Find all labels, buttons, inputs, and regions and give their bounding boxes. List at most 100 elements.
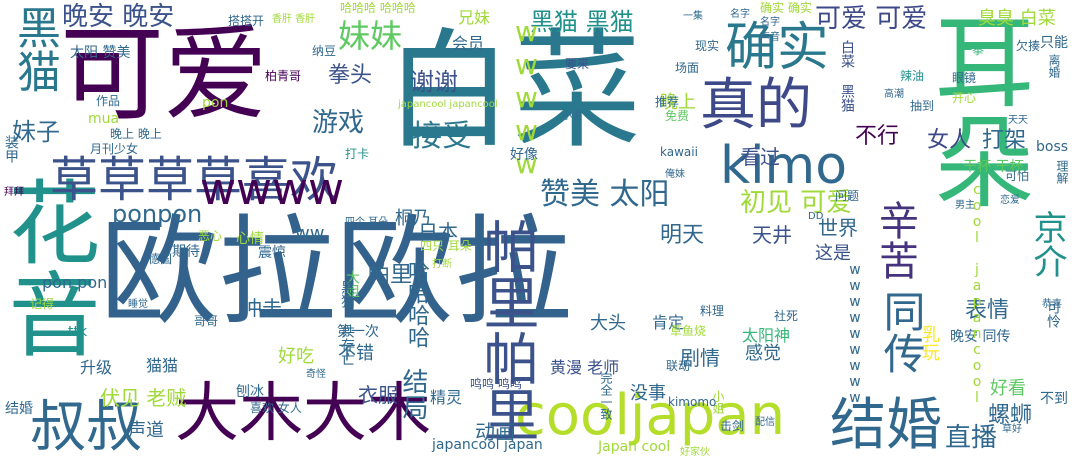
cloud-word: 打架 (982, 128, 1027, 153)
cloud-word: 黄漫 老师 (550, 358, 620, 377)
cloud-word: 鸣鸣 鸣鸣 (470, 377, 522, 391)
cloud-word: 螺蛳 (988, 403, 1033, 428)
cloud-word: 名字 (760, 17, 780, 28)
cloud-word: 奇怪 (306, 369, 326, 380)
cloud-word: 天井 (752, 223, 792, 247)
cloud-word: japancool japancool (398, 99, 498, 110)
cloud-word: 刨冰 (236, 384, 264, 400)
cloud-word: 女人 (927, 128, 972, 153)
cloud-word: 大姐 (344, 270, 360, 298)
cloud-word: 感觉 (745, 343, 781, 364)
cloud-word: ponpon (112, 200, 203, 228)
cloud-word: 只能 (1040, 35, 1068, 51)
cloud-word: 不错 (338, 343, 374, 364)
cloud-word: 欠揍 (1016, 39, 1041, 53)
cloud-word: 直播 (945, 423, 998, 453)
cloud-word: 肯定 (652, 313, 685, 332)
cloud-word: 社死 (774, 309, 799, 323)
cloud-word: 没事 (630, 383, 666, 404)
cloud-word: 可爱 (60, 13, 269, 135)
cloud-word: 初见 可爱 (740, 188, 853, 218)
cloud-word: 欧拉欧拉 (100, 203, 573, 341)
cloud-word: 确实 确实 (760, 1, 812, 15)
cloud-word: 小姐 (711, 390, 725, 414)
cloud-word: 眼镜 (952, 71, 977, 85)
cloud-word: 完全一致 (599, 372, 613, 420)
cloud-word: 妹妹 (338, 17, 403, 55)
cloud-word: 恭喜 (1042, 299, 1062, 310)
cloud-word: pon pon (42, 273, 108, 292)
cloud-word: 抽到 (910, 99, 935, 113)
cloud-word: 草鱼烧 (670, 324, 707, 338)
cloud-word: 真的 (700, 73, 812, 138)
cloud-word: 击剑 (720, 419, 745, 433)
cloud-word: 晚上 晚上 (110, 127, 162, 141)
cloud-word: 男主 (955, 200, 975, 211)
cloud-word: 大头 (590, 313, 626, 334)
cloud-word: 联动 (666, 359, 691, 373)
cloud-word: 看过 (740, 145, 780, 169)
cloud-word: 乳玩 (919, 325, 940, 361)
cloud-word: 晚上 (660, 92, 696, 113)
cloud-word: 同传 (877, 290, 926, 374)
cloud-word: 草草草草喜欢 (50, 152, 339, 208)
cloud-word: 白菜 (385, 17, 642, 166)
cloud-word: 俺妹 (665, 169, 685, 180)
cloud-word: 动画 (475, 420, 515, 444)
cloud-word: 记得 (30, 297, 55, 311)
cloud-word: 帕里 (368, 263, 413, 288)
cloud-word: 柏青哥 (265, 69, 302, 83)
cloud-word: 心情 (236, 231, 264, 247)
cloud-word: 天天 (1008, 115, 1028, 126)
cloud-word: 拳头 (328, 63, 373, 88)
cloud-word: kimo (720, 136, 848, 196)
cloud-word: 打断 (432, 259, 452, 270)
cloud-word: 确实 (725, 18, 830, 78)
cloud-word: 不行 (855, 124, 900, 149)
cloud-word: 哈哈哈哈 (404, 260, 429, 348)
cloud-word: 结婚 (830, 393, 942, 458)
cloud-word: 推荐 (655, 95, 680, 109)
cloud-word: 开心 (952, 91, 977, 105)
cloud-word: 理解 (1055, 160, 1069, 184)
cloud-word: japancool japan (432, 437, 543, 453)
cloud-word: 好吃 (278, 346, 314, 367)
cloud-word: 剧情 (680, 346, 720, 370)
cloud-word: 晚安 同传 (950, 329, 1011, 345)
cloud-word: 喜欢 女人 (250, 401, 302, 415)
cloud-word: 世界 (818, 216, 858, 240)
cloud-word: 谢谢 (410, 68, 458, 96)
cloud-word: 花音 (0, 175, 100, 359)
cloud-word: 辣油 (900, 69, 925, 83)
cloud-word: 这是 (815, 243, 851, 264)
cloud-word: cool japancool (969, 182, 985, 406)
cloud-word: wwww (200, 164, 344, 215)
cloud-word: 好像 (510, 147, 538, 163)
cloud-word: 声音 (760, 32, 780, 43)
cloud-word: boss (1036, 139, 1069, 155)
cloud-word: 赞美 太阳 (540, 177, 670, 212)
cloud-word: 第一次 (337, 324, 379, 340)
cloud-word: 睡觉 (128, 299, 148, 310)
cloud-word: 衣服 (358, 383, 398, 407)
cloud-word: 问题 (835, 189, 860, 203)
cloud-word: 黑猫 (9, 5, 60, 93)
cloud-word: 免费 (665, 109, 690, 123)
cloud-word: 辛苦 (872, 200, 918, 280)
cloud-word: 会员 (452, 34, 485, 53)
cloud-word: 场面 (675, 61, 700, 75)
cloud-word: 配信 (755, 417, 775, 428)
cloud-word: 装甲 (3, 135, 19, 163)
cloud-word: 拜拜 (4, 187, 24, 198)
cloud-word: 大木大木 (175, 377, 431, 451)
cloud-word: 名字 (730, 9, 750, 20)
cloud-word: 哈哈哈 哈哈哈 (340, 1, 416, 15)
cloud-word: 精灵 (430, 388, 463, 407)
cloud-word: 声道 (128, 420, 164, 441)
cloud-word: 一集 (683, 11, 703, 22)
cloud-word: wwwww (510, 15, 543, 180)
cloud-word: cooljapan (515, 383, 786, 448)
cloud-word: 高潮 (884, 89, 904, 100)
cloud-word: 香肝 香肝 (272, 14, 316, 25)
cloud-word: 冲击 (242, 296, 282, 320)
